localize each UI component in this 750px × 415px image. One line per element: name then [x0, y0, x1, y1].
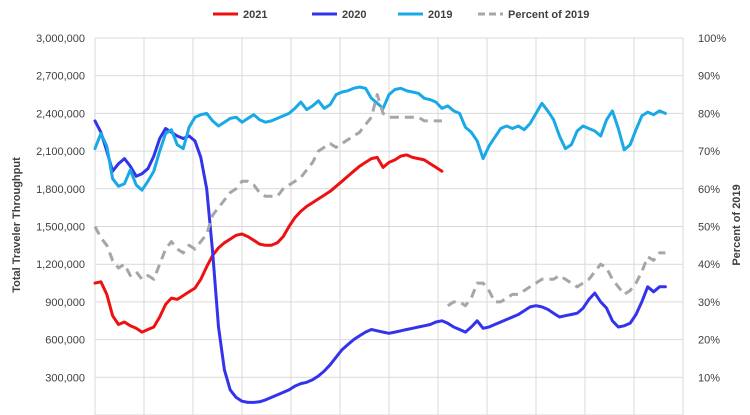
series-line-percent-of-2019 — [93, 93, 442, 281]
series-line-2019 — [93, 85, 667, 192]
legend-label: 2020 — [342, 9, 366, 21]
y-tick-label: 1,800,000 — [36, 184, 85, 196]
y-tick-label: 2,400,000 — [36, 108, 85, 120]
y2-tick-label: 10% — [698, 372, 720, 384]
y2-tick-label: 100% — [698, 33, 726, 45]
y-tick-label: 2,100,000 — [36, 146, 85, 158]
legend-label: Percent of 2019 — [508, 9, 589, 21]
series-line-2020 — [93, 119, 667, 404]
y2-tick-label: 60% — [698, 184, 720, 196]
y2-tick-label: 20% — [698, 335, 720, 347]
y2-tick-label: 30% — [698, 297, 720, 309]
legend-label: 2021 — [243, 9, 267, 21]
data-series — [93, 85, 667, 404]
y2-tick-label: 90% — [698, 71, 720, 83]
series-line-2021 — [93, 153, 444, 334]
series-line-percent-of-2019 — [446, 251, 666, 308]
y2-tick-label: 40% — [698, 259, 720, 271]
y-tick-label: 2,700,000 — [36, 71, 85, 83]
y2-tick-label: 70% — [698, 146, 720, 158]
left-axis-title: Total Traveler Throughput — [11, 157, 23, 293]
left-axis-tick-labels: 300,000 600,000 900,000 1,200,000 1,500,000 1… — [36, 33, 85, 384]
right-axis-tick-labels: 10% 20% 30% 40% 50% 60% 70% 80% 90% 100% — [698, 33, 726, 384]
legend-label: 2019 — [428, 9, 452, 21]
y-tick-label: 1,500,000 — [36, 222, 85, 234]
legend: 2021 2020 2019 Percent of 2019 — [213, 9, 589, 21]
y-tick-label: 600,000 — [45, 335, 85, 347]
gridlines — [94, 37, 684, 415]
y-tick-label: 1,200,000 — [36, 259, 85, 271]
y2-tick-label: 80% — [698, 108, 720, 120]
right-axis-title: Percent of 2019 — [731, 184, 743, 265]
y2-tick-label: 50% — [698, 222, 720, 234]
y-tick-label: 300,000 — [45, 372, 85, 384]
y-tick-label: 900,000 — [45, 297, 85, 309]
y-tick-label: 3,000,000 — [36, 33, 85, 45]
